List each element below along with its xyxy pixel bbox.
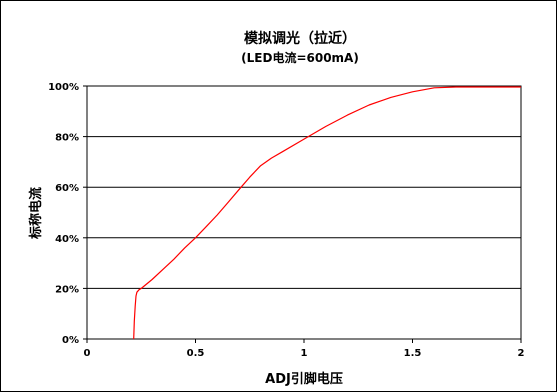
- x-tick-label: 1.5: [404, 348, 422, 359]
- x-tick-label: 0.5: [187, 348, 205, 359]
- chart-title: 模拟调光（拉近）: [244, 30, 356, 47]
- y-axis-label: 标称电流: [28, 187, 44, 240]
- y-tick-label: 100%: [48, 82, 79, 93]
- plot-area: [86, 85, 522, 340]
- gridlines: [87, 136, 521, 289]
- y-tick-label: 20%: [55, 284, 79, 295]
- x-tick-label: 0: [84, 348, 91, 359]
- y-tick-labels: 0% 20% 40% 60% 80% 100%: [48, 82, 87, 346]
- y-tick-label: 80%: [55, 133, 79, 144]
- y-tick-label: 60%: [55, 183, 79, 194]
- x-axis-label: ADJ引脚电压: [265, 371, 343, 387]
- chart-subtitle: (LED电流=600mA): [241, 50, 359, 65]
- series-group: [133, 86, 521, 340]
- y-tick-label: 40%: [55, 234, 79, 245]
- x-tick-labels: 0 0.5 1 1.5 2: [84, 339, 525, 359]
- x-tick-label: 1: [301, 348, 308, 359]
- x-tick-label: 2: [518, 348, 525, 359]
- series-line: [133, 86, 521, 340]
- y-tick-label: 0%: [62, 335, 79, 346]
